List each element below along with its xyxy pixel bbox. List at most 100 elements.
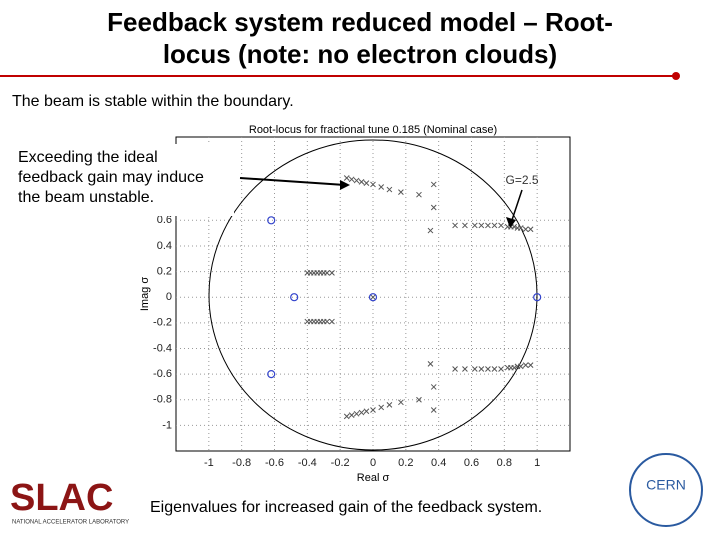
eigenvalue [462, 222, 468, 229]
y-tick-label: 0 [166, 291, 172, 303]
eigenvalue [462, 366, 468, 372]
y-tick-label: -0.6 [153, 368, 172, 380]
eigenvalue [430, 407, 437, 413]
pole [368, 293, 378, 302]
eigenvalue [427, 227, 434, 234]
chart-annotation: G=2.5 [505, 173, 538, 187]
eigenvalue [511, 364, 518, 371]
eigenvalue [398, 189, 404, 195]
eigenvalue [386, 186, 393, 193]
x-axis-label: Real σ [357, 472, 390, 484]
eigenvalue [324, 269, 330, 276]
x-tick-label: -1 [204, 457, 214, 469]
logo-left: SLAC [10, 477, 113, 519]
x-tick-label: 0.2 [398, 457, 413, 469]
annotation: Exceeding the ideal [18, 149, 158, 166]
x-tick-label: 0.8 [497, 457, 512, 469]
eigenvalue [353, 410, 360, 417]
eigenvalue [378, 404, 385, 411]
eigenvalue [386, 402, 393, 408]
eigenvalue [471, 366, 478, 372]
plot: Root-locus for fractional tune 0.185 (No… [139, 124, 571, 484]
eigenvalue [491, 366, 498, 372]
eigenvalue [358, 179, 365, 185]
eigenvalue [478, 222, 485, 229]
eigenvalue [478, 366, 485, 372]
eigenvalue [398, 399, 404, 406]
eigenvalue [485, 222, 491, 229]
eigenvalue [452, 366, 458, 372]
eigenvalue [485, 366, 491, 372]
slide-title: locus (note: no electron clouds) [163, 39, 557, 69]
eigenvalue [471, 222, 478, 229]
stability-boundary [208, 139, 538, 451]
y-tick-label: -0.8 [153, 394, 172, 406]
y-axis-label: Imag σ [139, 277, 151, 312]
eigenvalue [427, 360, 434, 367]
annotation: feedback gain may induce [18, 169, 204, 186]
pole [533, 293, 542, 302]
eigenvalue [363, 408, 370, 415]
logo-right-ring [629, 453, 703, 527]
arrow [511, 189, 523, 221]
eigenvalue [416, 396, 422, 403]
caption: Eigenvalues for increased gain of the fe… [150, 499, 542, 516]
y-tick-label: -0.2 [153, 317, 172, 329]
eigenvalue [363, 180, 370, 186]
arrow-head [506, 217, 516, 228]
pole [267, 370, 276, 379]
x-tick-label: -0.8 [232, 457, 251, 469]
pole [290, 293, 299, 302]
eigenvalue [430, 204, 437, 211]
eigenvalue [343, 413, 350, 420]
eigenvalue [517, 363, 524, 370]
pole [267, 216, 276, 225]
y-tick-label: 0.2 [157, 265, 172, 277]
eigenvalue [498, 222, 504, 229]
eigenvalue [370, 181, 376, 188]
x-tick-label: -0.2 [331, 457, 350, 469]
chart-title: Root-locus for fractional tune 0.185 (No… [249, 124, 497, 136]
x-tick-label: 0.4 [431, 457, 446, 469]
eigenvalue [358, 409, 365, 416]
eigenvalue [348, 412, 355, 418]
eigenvalue [522, 226, 529, 233]
eigenvalue [430, 384, 437, 390]
eigenvalue [527, 362, 534, 368]
annotation-box [14, 144, 234, 216]
x-tick-label: 0 [370, 457, 376, 469]
annotation: the beam unstable. [18, 189, 154, 206]
eigenvalue [370, 407, 376, 413]
eigenvalue [324, 318, 330, 325]
logo-right: CERN [646, 477, 686, 493]
arrow [239, 177, 346, 186]
eigenvalue [527, 226, 534, 233]
eigenvalue [452, 222, 458, 229]
eigenvalue [378, 184, 385, 190]
divider-dot [672, 72, 680, 80]
y-tick-label: -0.4 [153, 342, 172, 354]
eigenvalue [430, 181, 437, 188]
eigenvalue [370, 294, 376, 301]
eigenvalue [498, 366, 504, 372]
eigenvalue [491, 222, 498, 229]
slide-title: Feedback system reduced model – Root- [107, 7, 613, 37]
eigenvalue [329, 269, 335, 276]
eigenvalue [511, 223, 518, 230]
eigenvalue [517, 225, 524, 231]
eigenvalue [416, 191, 422, 198]
eigenvalue [329, 318, 335, 325]
y-tick-label: 0.4 [157, 240, 172, 252]
y-tick-label: 0.6 [157, 214, 172, 226]
eigenvalue [522, 362, 529, 368]
x-tick-label: -0.4 [298, 457, 317, 469]
x-tick-label: -0.6 [265, 457, 284, 469]
eigenvalue [343, 175, 350, 181]
y-tick-label: -1 [162, 419, 172, 431]
x-tick-label: 1 [534, 457, 540, 469]
x-tick-label: 0.6 [464, 457, 479, 469]
arrow-head [340, 180, 350, 190]
subtitle: The beam is stable within the boundary. [12, 93, 294, 110]
eigenvalue [353, 177, 360, 184]
